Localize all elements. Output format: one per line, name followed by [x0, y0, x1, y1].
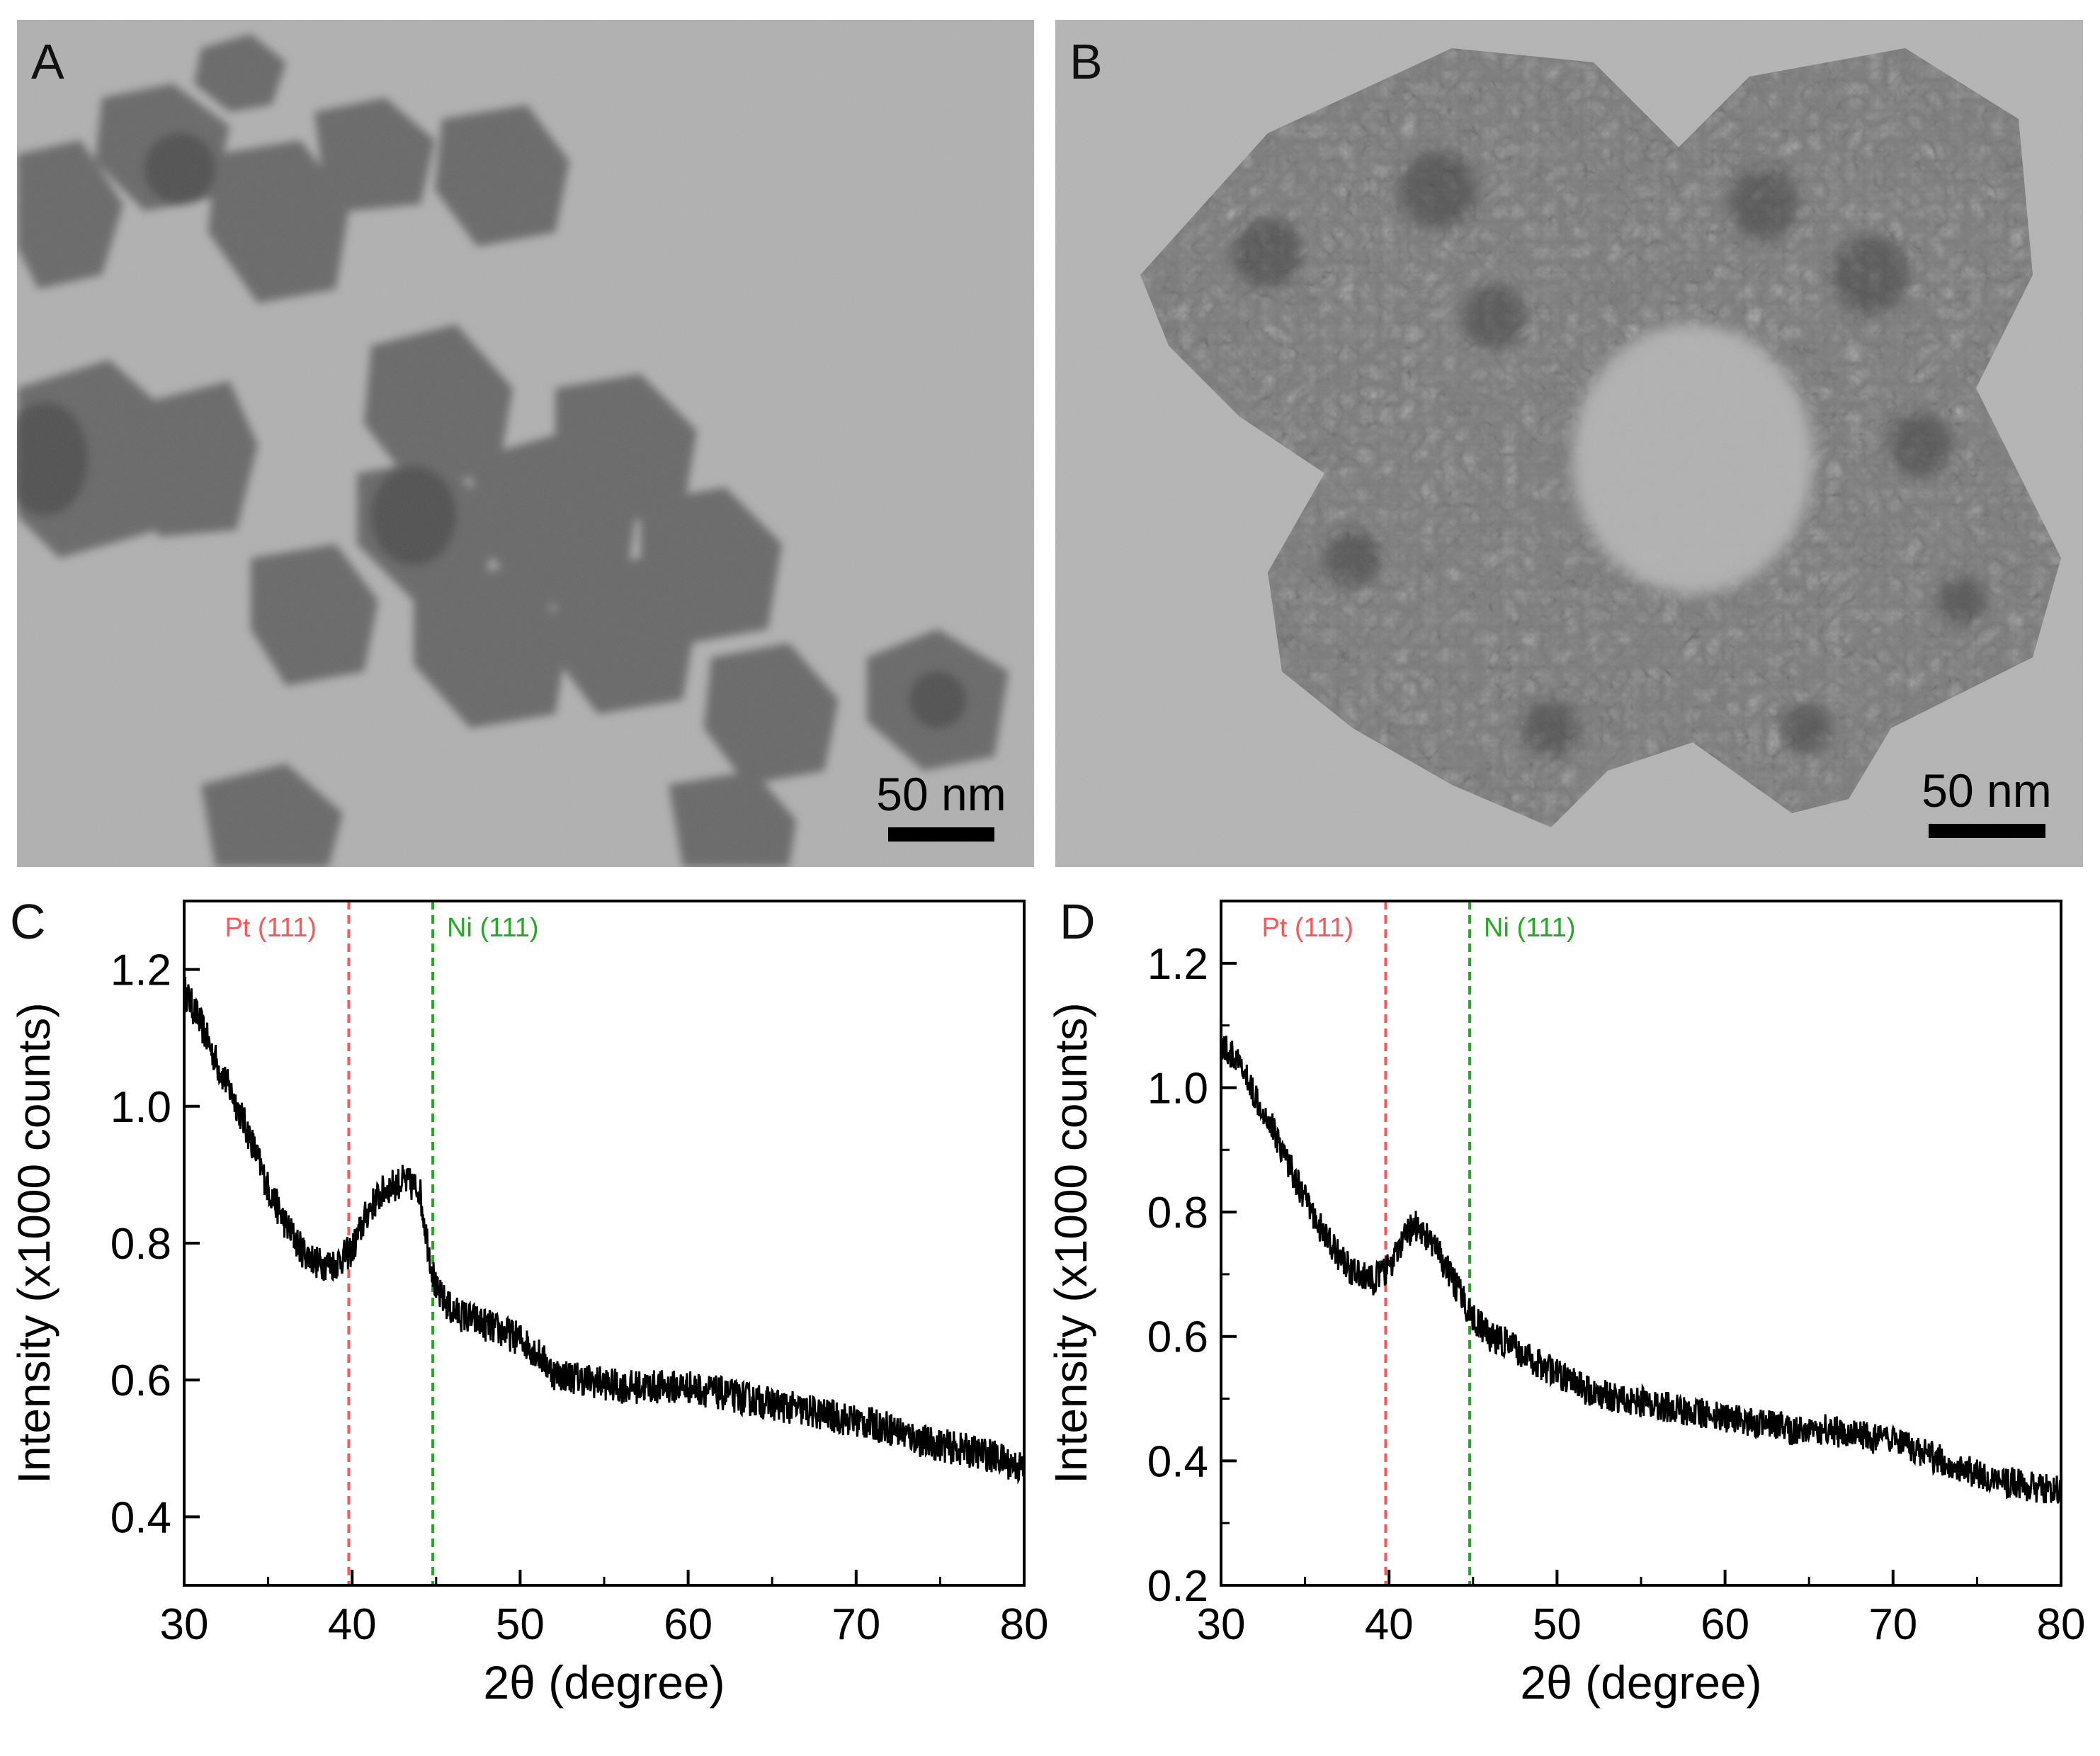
plot-frame	[1220, 900, 2062, 1587]
plot-frame	[183, 900, 1026, 1587]
x-axis-label: 2θ (degree)	[1520, 1656, 1761, 1709]
x-tick-label: 30	[160, 1600, 209, 1649]
x-tick-label: 40	[328, 1600, 377, 1649]
tem-image-a: A 50 nm	[17, 20, 1034, 867]
x-tick-label: 80	[1000, 1600, 1049, 1649]
x-tick-label: 60	[1701, 1600, 1749, 1649]
y-tick-label: 1.0	[110, 1083, 171, 1132]
reference-label-pt: Pt (111)	[225, 913, 317, 943]
x-tick-label: 40	[1365, 1600, 1414, 1649]
reference-label-pt: Pt (111)	[1261, 913, 1353, 943]
x-axis-label: 2θ (degree)	[483, 1656, 725, 1709]
x-tick-label: 30	[1197, 1600, 1246, 1649]
panel-label-a: A	[31, 34, 64, 89]
y-tick-label: 0.6	[110, 1356, 171, 1405]
y-tick-label: 0.2	[1147, 1562, 1208, 1611]
x-tick-label: 50	[496, 1600, 545, 1649]
x-tick-label: 80	[2037, 1600, 2086, 1649]
panel-label-c: C	[10, 894, 46, 949]
tem-image-b: B 50 nm	[1055, 20, 2083, 867]
panel-label-b: B	[1069, 34, 1103, 89]
xrd-chart-c: Pt (111) Ni (111) 30 40 50 60 70 80 0.4 0.6 0.8 1.0…	[0, 878, 1050, 1756]
y-axis-label: Intensity (x1000 counts)	[8, 1002, 59, 1483]
xrd-chart-d-svg: Pt (111) Ni (111) 30 40 50 60 70 80 0.2 0.4 0.6 0.8…	[1050, 900, 2086, 1709]
x-tick-label: 50	[1533, 1600, 1582, 1649]
scale-bar-label-b: 50 nm	[1922, 764, 2052, 817]
scale-bar-label-a: 50 nm	[876, 768, 1006, 820]
y-tick-label: 1.0	[1147, 1064, 1208, 1113]
scale-bar-line-b	[1928, 824, 2045, 838]
scale-bar-line-a	[888, 827, 994, 842]
x-tick-label: 60	[664, 1600, 713, 1649]
y-tick-label: 1.2	[110, 946, 171, 995]
y-tick-label: 0.8	[1147, 1189, 1208, 1237]
reference-label-ni: Ni (111)	[447, 913, 539, 943]
xrd-trace	[183, 976, 1026, 1485]
xrd-trace	[1220, 1036, 2062, 1504]
y-tick-label: 0.6	[1147, 1313, 1208, 1362]
xrd-chart-c-svg: Pt (111) Ni (111) 30 40 50 60 70 80 0.4 0.6 0.8 1.0…	[8, 900, 1049, 1709]
y-axis-label: Intensity (x1000 counts)	[1050, 1002, 1096, 1483]
x-tick-label: 70	[1868, 1600, 1917, 1649]
y-tick-label: 0.8	[110, 1220, 171, 1269]
reference-label-ni: Ni (111)	[1484, 913, 1576, 943]
xrd-chart-d: Pt (111) Ni (111) 30 40 50 60 70 80 0.2 0.4 0.6 0.8…	[1050, 878, 2100, 1756]
tem-micrograph-a	[17, 20, 1034, 867]
y-tick-label: 1.2	[1147, 940, 1208, 989]
x-tick-label: 70	[832, 1600, 880, 1649]
y-tick-label: 0.4	[1147, 1437, 1208, 1486]
scale-bar-a: 50 nm	[853, 771, 1030, 842]
scale-bar-b: 50 nm	[1898, 767, 2075, 838]
tem-micrograph-b	[1055, 20, 2083, 867]
y-tick-label: 0.4	[110, 1493, 171, 1542]
panel-label-d: D	[1060, 894, 1096, 949]
